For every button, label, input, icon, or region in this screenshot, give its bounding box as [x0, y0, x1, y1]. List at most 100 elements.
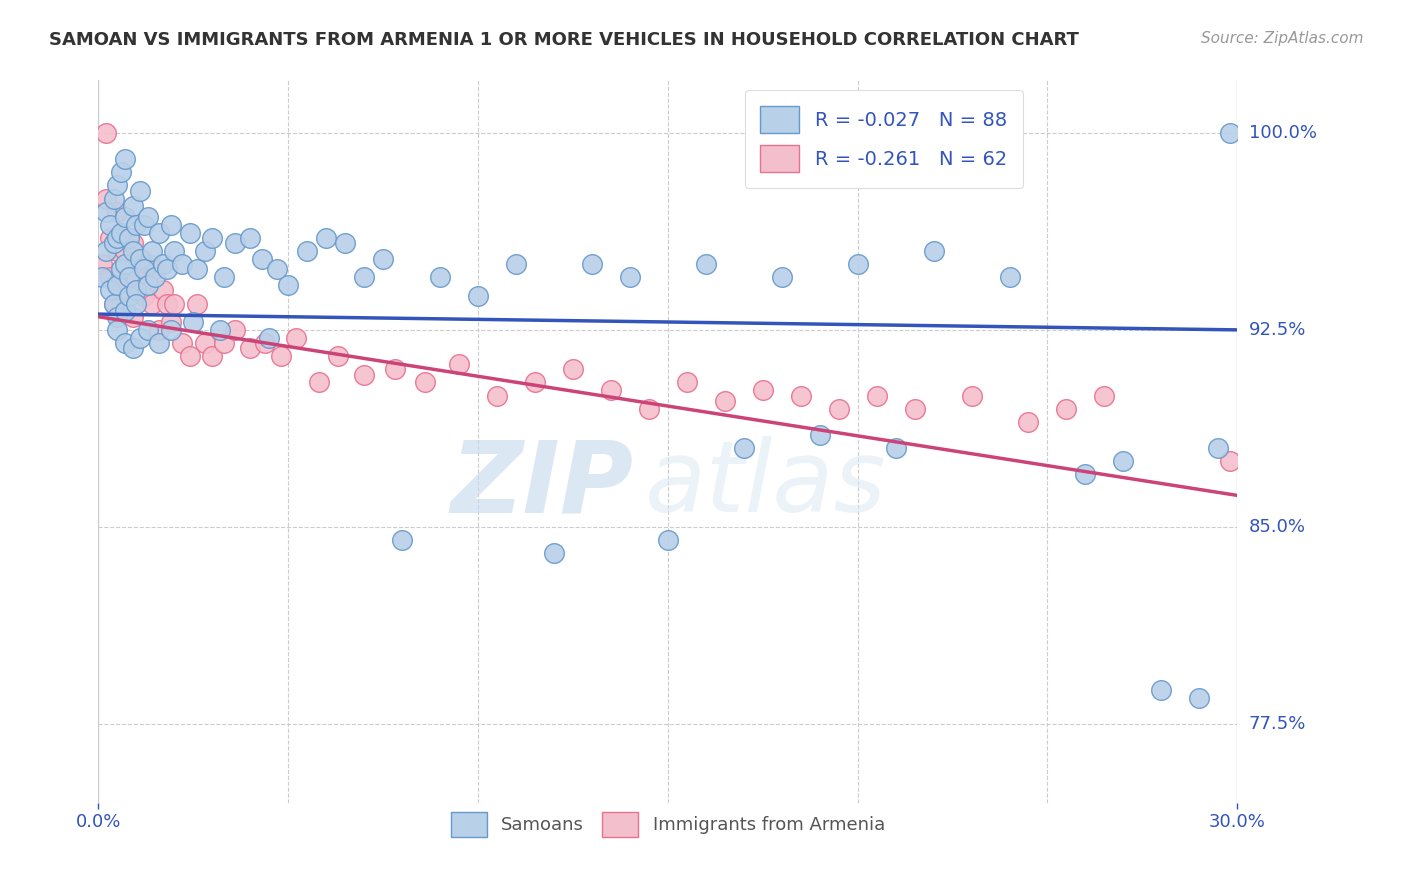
Point: [695, 257, 717, 271]
Point: [118, 231, 141, 245]
Point: [125, 218, 148, 232]
Point: [121, 341, 143, 355]
Point: [114, 210, 136, 224]
Point: [384, 362, 406, 376]
Text: SAMOAN VS IMMIGRANTS FROM ARMENIA 1 OR MORE VEHICLES IN HOUSEHOLD CORRELATION CH: SAMOAN VS IMMIGRANTS FROM ARMENIA 1 OR M…: [49, 31, 1078, 49]
Point: [114, 244, 136, 258]
Point: [159, 323, 181, 337]
Point: [808, 428, 831, 442]
Point: [129, 252, 152, 266]
Point: [866, 388, 889, 402]
Point: [118, 231, 141, 245]
Point: [145, 270, 167, 285]
Point: [752, 384, 775, 398]
Point: [98, 231, 121, 245]
Point: [132, 218, 155, 232]
Point: [148, 226, 170, 240]
Point: [179, 226, 201, 240]
Text: ZIP: ZIP: [451, 436, 634, 533]
Point: [159, 218, 181, 232]
Point: [277, 278, 299, 293]
Point: [152, 284, 174, 298]
Point: [121, 236, 143, 251]
Point: [125, 296, 148, 310]
Point: [1208, 441, 1230, 455]
Point: [136, 210, 159, 224]
Point: [1018, 415, 1040, 429]
Point: [183, 315, 205, 329]
Point: [114, 152, 136, 166]
Point: [846, 257, 869, 271]
Point: [148, 323, 170, 337]
Point: [1150, 682, 1173, 697]
Point: [297, 244, 319, 258]
Point: [156, 296, 179, 310]
Point: [201, 349, 224, 363]
Point: [98, 218, 121, 232]
Point: [266, 262, 288, 277]
Point: [904, 401, 927, 416]
Point: [145, 262, 167, 277]
Point: [121, 310, 143, 324]
Point: [467, 289, 489, 303]
Point: [129, 184, 152, 198]
Point: [224, 323, 246, 337]
Point: [1056, 401, 1078, 416]
Text: atlas: atlas: [645, 436, 887, 533]
Point: [998, 270, 1021, 285]
Point: [110, 165, 132, 179]
Point: [960, 388, 983, 402]
Point: [129, 331, 152, 345]
Point: [107, 231, 129, 245]
Point: [118, 289, 141, 303]
Point: [132, 289, 155, 303]
Point: [129, 252, 152, 266]
Text: 100.0%: 100.0%: [1249, 124, 1316, 142]
Point: [828, 401, 851, 416]
Point: [94, 244, 117, 258]
Point: [118, 270, 141, 285]
Point: [371, 252, 394, 266]
Point: [114, 336, 136, 351]
Point: [141, 296, 163, 310]
Point: [170, 257, 193, 271]
Point: [714, 393, 737, 408]
Point: [107, 178, 129, 193]
Point: [884, 441, 907, 455]
Point: [94, 204, 117, 219]
Point: [136, 257, 159, 271]
Point: [159, 315, 181, 329]
Point: [186, 296, 208, 310]
Point: [1219, 126, 1241, 140]
Point: [1112, 454, 1135, 468]
Point: [125, 270, 148, 285]
Point: [391, 533, 413, 547]
Point: [600, 384, 623, 398]
Point: [148, 336, 170, 351]
Point: [212, 270, 235, 285]
Point: [121, 199, 143, 213]
Text: 77.5%: 77.5%: [1249, 715, 1306, 733]
Point: [524, 376, 547, 390]
Point: [136, 323, 159, 337]
Point: [676, 376, 699, 390]
Point: [505, 257, 527, 271]
Point: [94, 192, 117, 206]
Point: [619, 270, 641, 285]
Point: [179, 349, 201, 363]
Point: [163, 296, 186, 310]
Point: [315, 231, 337, 245]
Point: [790, 388, 813, 402]
Text: 85.0%: 85.0%: [1249, 518, 1306, 536]
Point: [254, 336, 277, 351]
Point: [429, 270, 451, 285]
Point: [208, 323, 231, 337]
Point: [103, 192, 125, 206]
Point: [103, 296, 125, 310]
Point: [156, 262, 179, 277]
Point: [657, 533, 679, 547]
Point: [326, 349, 349, 363]
Point: [308, 376, 330, 390]
Point: [486, 388, 509, 402]
Point: [250, 252, 273, 266]
